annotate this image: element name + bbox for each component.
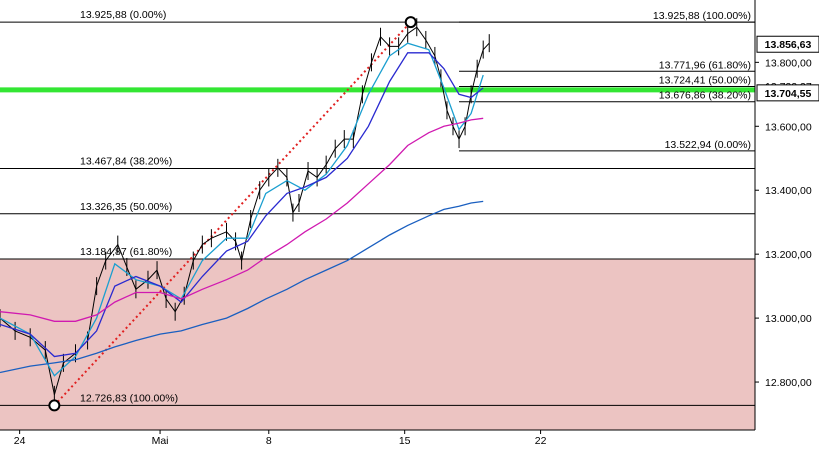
green-level-label: 13.704,55 [765, 88, 812, 100]
fib-major-label: 13.184,87 (61.80%) [80, 246, 172, 258]
x-tick-label: Mai [152, 435, 169, 447]
support-zone [0, 259, 755, 430]
y-tick-label: 12.800,00 [765, 377, 812, 389]
green-level-box [756, 84, 819, 102]
series-ma_slow [0, 117, 484, 322]
fib-minor-label: 13.925,88 (100.00%) [653, 10, 751, 22]
fib-minor-label: 13.771,96 (61.80%) [659, 59, 751, 71]
fib-minor-label: 13.522,94 (0.00%) [665, 139, 751, 151]
swing-marker [48, 399, 61, 412]
y-tick-label: 13.800,00 [765, 57, 812, 69]
current-price-label: 13.856,63 [765, 39, 812, 51]
series-ma_long [0, 200, 484, 374]
trend-line [53, 21, 412, 407]
series-ma_mid [0, 52, 484, 358]
y-tick-label: 13.400,00 [765, 185, 812, 197]
fib-major-label: 13.326,35 (50.00%) [80, 201, 172, 213]
x-tick-label: 24 [14, 435, 26, 447]
fib-minor-label: 13.724,41 (50.00%) [659, 75, 751, 87]
y-tick-label: 13.600,00 [765, 121, 812, 133]
y-tick-label: 13.000,00 [765, 313, 812, 325]
fib-major-label: 13.467,84 (38.20%) [80, 156, 172, 168]
x-tick-label: 15 [399, 435, 411, 447]
series-ma_fast [0, 42, 484, 377]
fib-major-label: 12.726,83 (100.00%) [80, 392, 178, 404]
fib-minor-label: 13.676,86 (38.20%) [659, 90, 751, 102]
current-price-box [756, 35, 819, 53]
x-tick-label: 22 [535, 435, 547, 447]
fib-major-label: 13.925,88 (0.00%) [80, 9, 166, 21]
y-tick-label: 13.200,00 [765, 249, 812, 261]
swing-marker [404, 16, 417, 29]
x-tick-label: 8 [266, 435, 272, 447]
